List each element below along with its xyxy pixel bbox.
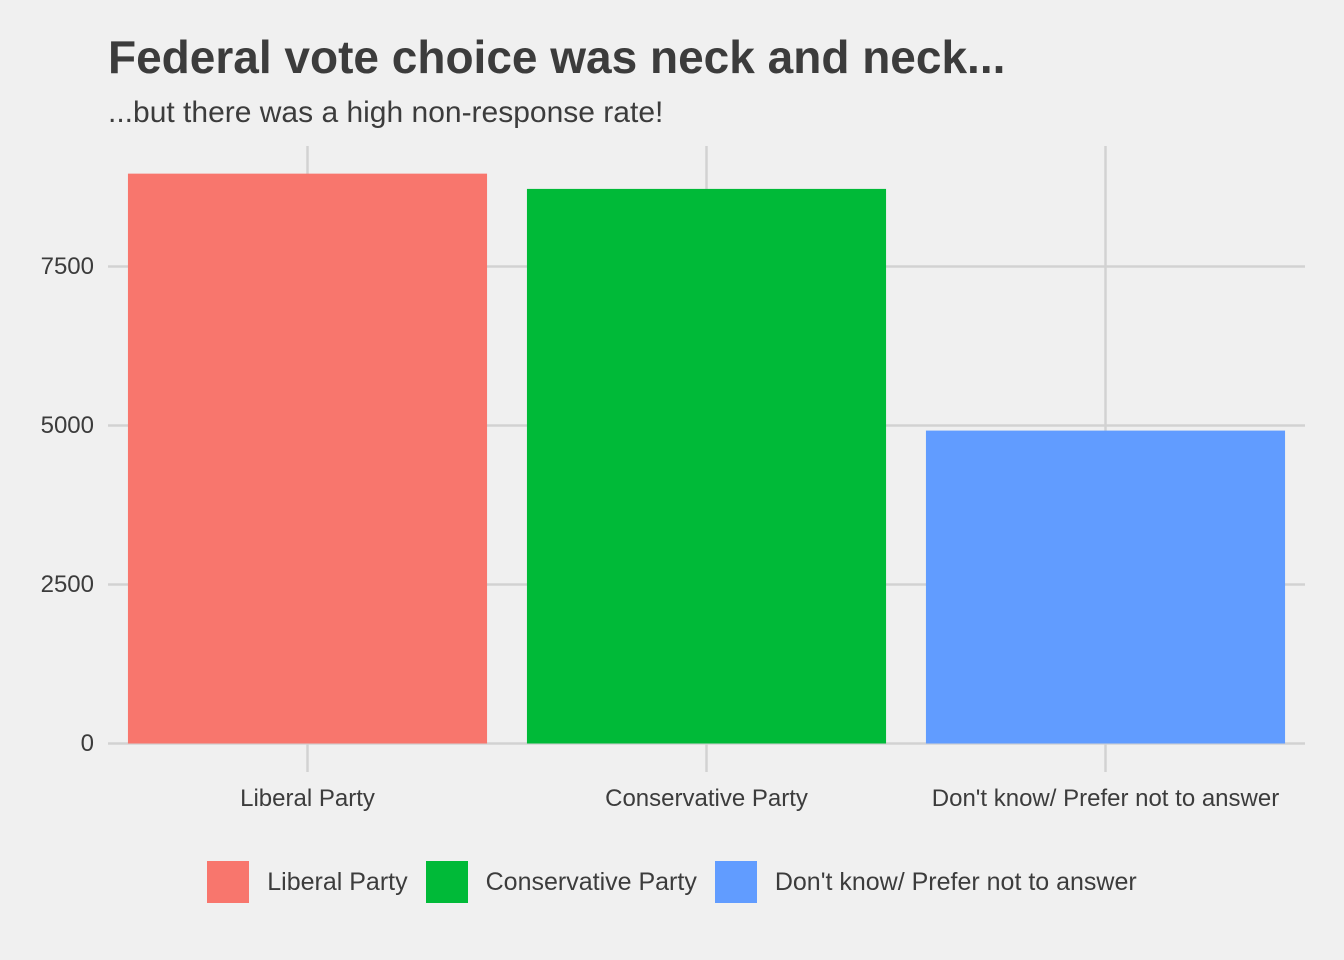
- x-tick-label: Conservative Party: [605, 785, 808, 812]
- legend: Liberal Party Conservative Party Don't kno…: [0, 861, 1344, 903]
- bar: [128, 174, 487, 744]
- legend-label: Don't know/ Prefer not to answer: [775, 868, 1137, 897]
- y-tick-label: 5000: [41, 412, 94, 439]
- legend-swatch: [715, 861, 757, 903]
- y-tick-label: 7500: [41, 253, 94, 280]
- y-tick-label: 0: [81, 730, 94, 757]
- legend-item: Conservative Party: [426, 861, 697, 903]
- legend-swatch: [426, 861, 468, 903]
- x-axis-tick-labels: Liberal Party Conservative Party Don't kno…: [240, 785, 1279, 812]
- bar: [527, 189, 886, 744]
- bar: [926, 431, 1285, 744]
- legend-label: Conservative Party: [486, 868, 697, 897]
- y-axis-tick-labels: 0 2500 5000 7500: [41, 253, 94, 757]
- bars: [128, 174, 1285, 744]
- legend-item: Liberal Party: [207, 861, 407, 903]
- legend-label: Liberal Party: [267, 868, 407, 897]
- legend-swatch: [207, 861, 249, 903]
- x-tick-label: Liberal Party: [240, 785, 375, 812]
- x-tick-label: Don't know/ Prefer not to answer: [932, 785, 1279, 812]
- y-tick-label: 2500: [41, 571, 94, 598]
- legend-item: Don't know/ Prefer not to answer: [715, 861, 1137, 903]
